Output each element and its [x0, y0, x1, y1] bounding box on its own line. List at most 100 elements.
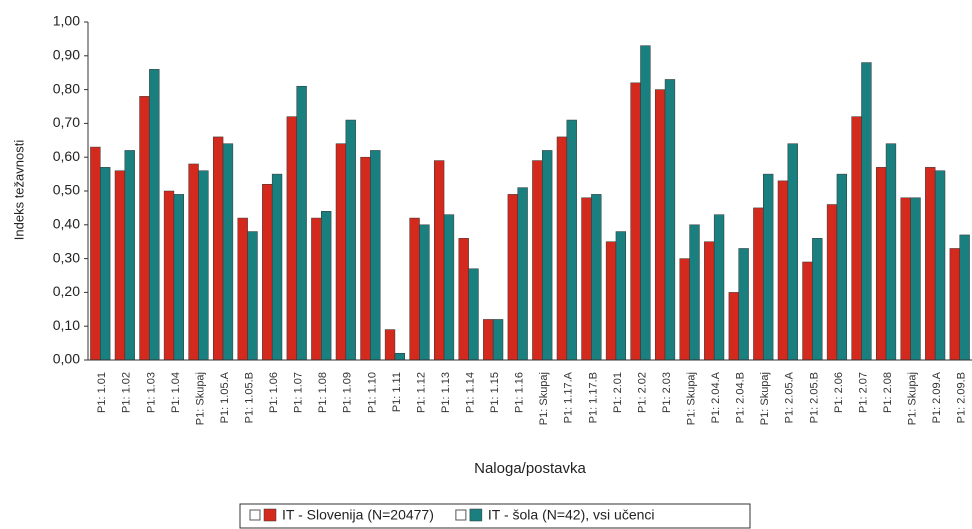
bar [949, 248, 960, 361]
bar [483, 319, 494, 361]
x-tick-label: P1: 1.17.A [563, 371, 575, 423]
bar [384, 329, 396, 361]
bar [173, 194, 185, 361]
x-tick-label: P1: 2.09.A [931, 371, 943, 423]
y-tick-label: 0,40 [53, 216, 80, 232]
x-tick-label: P1: 2.09.B [956, 372, 968, 423]
x-tick-label: P1: 1.07 [293, 372, 305, 413]
legend-swatch [263, 508, 277, 522]
bar [124, 150, 135, 361]
bar [959, 234, 970, 361]
bar [802, 261, 813, 361]
bar [664, 79, 676, 361]
bar [321, 211, 332, 361]
bar [409, 217, 420, 361]
bar [212, 136, 224, 361]
bar [763, 173, 774, 361]
bar [188, 163, 199, 361]
x-tick-label: P1: 1.13 [440, 372, 452, 413]
bar [360, 156, 371, 361]
bar [114, 170, 126, 361]
bar [163, 190, 175, 361]
bar [925, 167, 936, 361]
bar [335, 143, 347, 361]
bar [492, 319, 504, 361]
bar [738, 248, 749, 361]
bar [222, 143, 234, 361]
x-tick-label: P1: Skupaj [538, 372, 550, 425]
x-tick-label: P1: 2.04.A [710, 371, 722, 423]
bar [532, 160, 543, 361]
x-tick-label: P1: Skupaj [686, 372, 698, 425]
legend-checkbox [249, 509, 261, 521]
bar [345, 119, 356, 361]
bar [753, 207, 764, 361]
bar [556, 136, 568, 361]
x-tick-label: P1: Skupaj [759, 372, 771, 425]
bar [885, 143, 897, 361]
x-tick-label: P1: 2.06 [833, 372, 845, 413]
y-tick-label: 0,00 [53, 351, 80, 367]
x-axis-title: Naloga/postavka [474, 460, 586, 477]
x-tick-label: P1: 1.04 [170, 372, 182, 413]
bar [271, 173, 283, 361]
bar [654, 89, 666, 361]
bar [812, 238, 823, 361]
bar [689, 224, 700, 361]
bar [247, 231, 258, 361]
legend-label: IT - Slovenija (N=20477) [282, 507, 434, 523]
x-tick-label: P1: 1.02 [121, 372, 133, 413]
bar [262, 183, 273, 361]
x-tick-label: P1: 1.10 [366, 372, 378, 413]
bar [286, 116, 297, 361]
x-tick-label: P1: 1.03 [145, 372, 157, 413]
bar [370, 150, 381, 361]
bar [90, 146, 101, 361]
legend-checkbox [455, 509, 467, 521]
y-tick-label: 0,20 [53, 283, 80, 299]
x-tick-label: P1: 2.05.B [808, 372, 820, 423]
x-tick-label: P1: 1.12 [415, 372, 427, 413]
y-tick-label: 1,00 [53, 13, 80, 29]
bar [443, 214, 455, 361]
x-tick-label: P1: 1.14 [465, 372, 477, 413]
bar [296, 85, 307, 361]
bar [237, 217, 248, 361]
bar [419, 224, 430, 361]
x-tick-label: P1: 1.08 [317, 372, 329, 413]
bar [605, 241, 617, 361]
bar [542, 150, 553, 361]
x-tick-label: P1: 1.17.B [587, 372, 599, 423]
bar [861, 62, 872, 361]
y-tick-label: 0,70 [53, 114, 80, 130]
bar [198, 170, 209, 361]
bar [679, 258, 690, 361]
bar [591, 194, 602, 361]
bar [394, 352, 406, 361]
x-tick-label: P1: Skupaj [907, 372, 919, 425]
x-tick-label: P1: 1.11 [391, 372, 403, 412]
x-tick-label: P1: 1.06 [268, 372, 280, 413]
x-tick-label: P1: 2.01 [612, 372, 624, 413]
bar [517, 187, 528, 361]
legend-swatch [469, 508, 483, 522]
x-tick-label: P1: 1.05.A [219, 371, 231, 423]
bar [836, 173, 848, 361]
bar [900, 197, 911, 361]
x-tick-label: P1: Skupaj [194, 372, 206, 425]
bar [507, 194, 518, 361]
bar [458, 238, 469, 361]
x-tick-label: P1: 2.03 [661, 372, 673, 413]
y-tick-label: 0,60 [53, 148, 80, 164]
y-axis-title: Indeks težavnosti [11, 140, 26, 241]
bar [615, 231, 627, 361]
x-tick-label: P1: 2.04.B [735, 372, 747, 423]
bar [704, 241, 715, 361]
bar [100, 167, 111, 361]
y-tick-label: 0,30 [53, 249, 80, 265]
bar [433, 160, 445, 361]
bar [851, 116, 862, 361]
x-tick-label: P1: 1.01 [96, 372, 108, 413]
bar [875, 167, 887, 361]
